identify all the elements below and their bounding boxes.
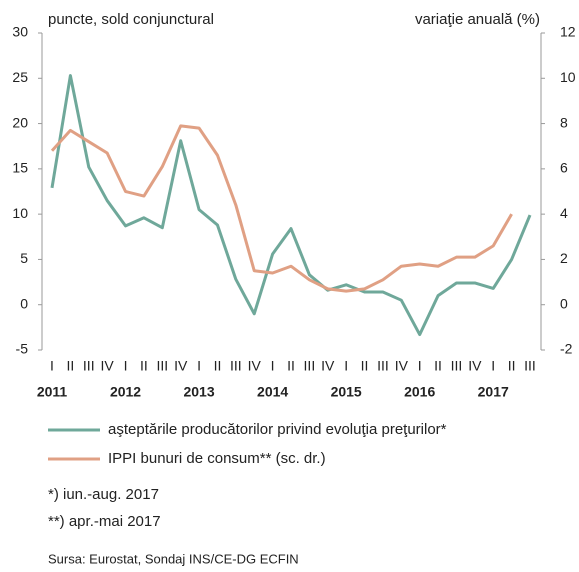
x-tick-label: IV xyxy=(174,358,188,374)
source: Sursa: Eurostat, Sondaj INS/CE-DG ECFIN xyxy=(48,551,299,566)
year-label: 2014 xyxy=(257,384,288,400)
x-tick-label: II xyxy=(287,358,295,374)
x-tick-label: III xyxy=(524,358,536,374)
y2-axis-title: variaţie anuală (%) xyxy=(415,11,540,28)
y-axis-title: puncte, sold conjunctural xyxy=(48,11,214,28)
year-label: 2011 xyxy=(37,384,68,400)
x-tick-label: I xyxy=(491,358,495,374)
y2-tick-label: 4 xyxy=(560,205,568,221)
note: **) apr.-mai 2017 xyxy=(48,513,161,530)
year-label: 2017 xyxy=(478,384,509,400)
legend-label: aşteptările producătorilor privind evolu… xyxy=(108,421,447,438)
y2-tick-label: 0 xyxy=(560,295,568,311)
x-tick-label: III xyxy=(230,358,242,374)
y2-tick-label: 12 xyxy=(560,24,576,40)
x-tick-label: IV xyxy=(321,358,335,374)
year-label: 2015 xyxy=(331,384,362,400)
y-tick-label: 15 xyxy=(12,160,28,176)
x-tick-label: I xyxy=(344,358,348,374)
y2-tick-label: 6 xyxy=(560,160,568,176)
y-tick-label: -5 xyxy=(16,341,29,357)
y-tick-label: 5 xyxy=(20,250,28,266)
y2-tick-label: 2 xyxy=(560,250,568,266)
y-tick-label: 20 xyxy=(12,114,28,130)
y2-tick-label: 8 xyxy=(560,114,568,130)
series-line xyxy=(50,124,513,293)
x-tick-label: II xyxy=(214,358,222,374)
y-tick-label: 10 xyxy=(12,205,28,221)
x-tick-label: III xyxy=(83,358,95,374)
x-tick-label: II xyxy=(66,358,74,374)
note: *) iun.-aug. 2017 xyxy=(48,486,159,503)
y-tick-label: 0 xyxy=(20,295,28,311)
series-line xyxy=(50,74,532,337)
x-tick-label: II xyxy=(508,358,516,374)
x-tick-label: I xyxy=(124,358,128,374)
x-tick-label: III xyxy=(377,358,389,374)
x-tick-label: IV xyxy=(248,358,262,374)
legend-label: IPPI bunuri de consum** (sc. dr.) xyxy=(108,450,326,467)
y-tick-label: 30 xyxy=(12,24,28,40)
y-tick-label: 25 xyxy=(12,69,28,85)
year-label: 2016 xyxy=(404,384,435,400)
x-tick-label: III xyxy=(156,358,168,374)
x-tick-label: II xyxy=(140,358,148,374)
x-tick-label: IV xyxy=(101,358,115,374)
x-tick-label: IV xyxy=(468,358,482,374)
year-label: 2012 xyxy=(110,384,141,400)
y2-tick-label: 10 xyxy=(560,69,576,85)
x-tick-label: III xyxy=(451,358,463,374)
x-tick-label: III xyxy=(304,358,316,374)
x-tick-label: II xyxy=(434,358,442,374)
x-tick-label: I xyxy=(50,358,54,374)
year-label: 2013 xyxy=(183,384,214,400)
x-tick-label: I xyxy=(197,358,201,374)
x-tick-label: I xyxy=(418,358,422,374)
x-tick-label: II xyxy=(361,358,369,374)
x-tick-label: I xyxy=(271,358,275,374)
y2-tick-label: -2 xyxy=(560,341,573,357)
x-tick-label: IV xyxy=(395,358,409,374)
